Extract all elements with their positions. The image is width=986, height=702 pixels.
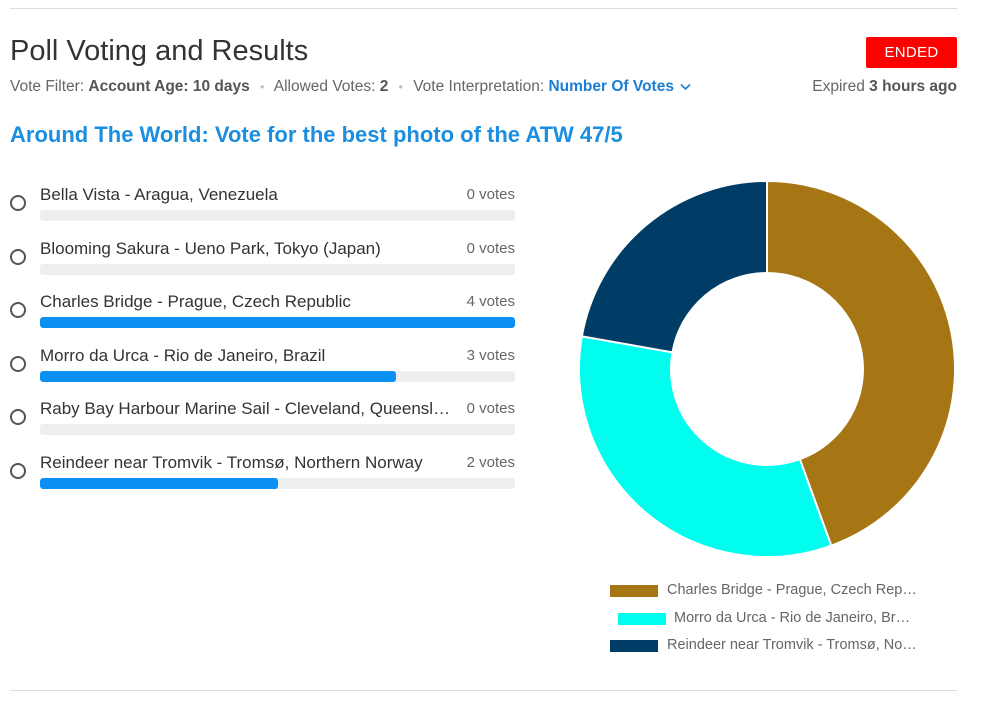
legend-swatch bbox=[618, 612, 666, 625]
bottom-divider bbox=[10, 690, 957, 691]
donut-slice[interactable] bbox=[578, 335, 833, 558]
poll-option[interactable]: Raby Bay Harbour Marine Sail - Cleveland… bbox=[10, 398, 515, 438]
result-bar-track bbox=[40, 478, 515, 489]
allowed-votes-value: 2 bbox=[379, 78, 389, 95]
option-vote-count: 2 votes bbox=[466, 454, 515, 471]
legend-label: Charles Bridge - Prague, Czech Rep… bbox=[667, 582, 917, 598]
vote-interpretation-label: Vote Interpretation: bbox=[413, 78, 545, 95]
legend-label: Reindeer near Tromvik - Tromsø, No… bbox=[667, 637, 917, 653]
allowed-votes-label: Allowed Votes: bbox=[273, 78, 376, 95]
result-bar-track bbox=[40, 424, 515, 435]
radio-button[interactable] bbox=[10, 356, 26, 372]
top-divider bbox=[10, 8, 957, 9]
vote-filter-label: Vote Filter: bbox=[10, 78, 85, 95]
option-vote-count: 3 votes bbox=[466, 347, 515, 364]
result-bar-fill bbox=[40, 478, 278, 489]
radio-button[interactable] bbox=[10, 463, 26, 479]
poll-option[interactable]: Bella Vista - Aragua, Venezuela 0 votes bbox=[10, 184, 515, 224]
donut-slice[interactable] bbox=[766, 179, 956, 547]
vote-filter-value: Account Age: 10 days bbox=[88, 78, 250, 95]
expiry-info: Expired 3 hours ago bbox=[812, 77, 957, 97]
poll-option[interactable]: Charles Bridge - Prague, Czech Republic … bbox=[10, 291, 515, 331]
result-bar-track bbox=[40, 371, 515, 382]
option-label: Reindeer near Tromvik - Tromsø, Northern… bbox=[40, 453, 423, 472]
donut-slice[interactable] bbox=[580, 179, 768, 354]
option-vote-count: 4 votes bbox=[466, 293, 515, 310]
radio-button[interactable] bbox=[10, 249, 26, 265]
option-vote-count: 0 votes bbox=[466, 400, 515, 417]
status-badge: ENDED bbox=[866, 37, 957, 68]
result-bar-track bbox=[40, 264, 515, 275]
separator-dot: • bbox=[398, 80, 403, 94]
result-bar-track bbox=[40, 210, 515, 221]
legend-swatch bbox=[610, 640, 658, 652]
poll-option[interactable]: Reindeer near Tromvik - Tromsø, Northern… bbox=[10, 452, 515, 492]
option-vote-count: 0 votes bbox=[466, 240, 515, 257]
poll-meta: Vote Filter: Account Age: 10 days • Allo… bbox=[10, 77, 691, 97]
option-vote-count: 0 votes bbox=[466, 186, 515, 203]
expired-time: 3 hours ago bbox=[869, 78, 957, 95]
option-label: Bella Vista - Aragua, Venezuela bbox=[40, 185, 278, 204]
results-donut-chart bbox=[578, 179, 956, 558]
legend-swatch bbox=[610, 585, 658, 597]
result-bar-track bbox=[40, 317, 515, 328]
vote-interpretation-dropdown[interactable]: Number Of Votes bbox=[548, 77, 691, 97]
chevron-down-icon[interactable] bbox=[680, 77, 691, 97]
radio-button[interactable] bbox=[10, 195, 26, 211]
result-bar-fill bbox=[40, 371, 397, 382]
radio-button[interactable] bbox=[10, 302, 26, 318]
expired-prefix: Expired bbox=[812, 78, 865, 95]
option-label: Charles Bridge - Prague, Czech Republic bbox=[40, 292, 351, 311]
legend-label: Morro da Urca - Rio de Janeiro, Br… bbox=[674, 609, 911, 626]
radio-button[interactable] bbox=[10, 409, 26, 425]
option-label: Morro da Urca - Rio de Janeiro, Brazil bbox=[40, 346, 326, 365]
result-bar-fill bbox=[40, 317, 515, 328]
poll-option[interactable]: Morro da Urca - Rio de Janeiro, Brazil 3… bbox=[10, 345, 515, 385]
vote-interpretation-value[interactable]: Number Of Votes bbox=[548, 78, 674, 95]
poll-title: Around The World: Vote for the best phot… bbox=[10, 122, 623, 147]
option-label: Raby Bay Harbour Marine Sail - Cleveland… bbox=[40, 399, 458, 418]
separator-dot: • bbox=[260, 80, 265, 94]
option-label: Blooming Sakura - Ueno Park, Tokyo (Japa… bbox=[40, 239, 381, 258]
page-title: Poll Voting and Results bbox=[10, 35, 309, 67]
poll-option[interactable]: Blooming Sakura - Ueno Park, Tokyo (Japa… bbox=[10, 238, 515, 278]
